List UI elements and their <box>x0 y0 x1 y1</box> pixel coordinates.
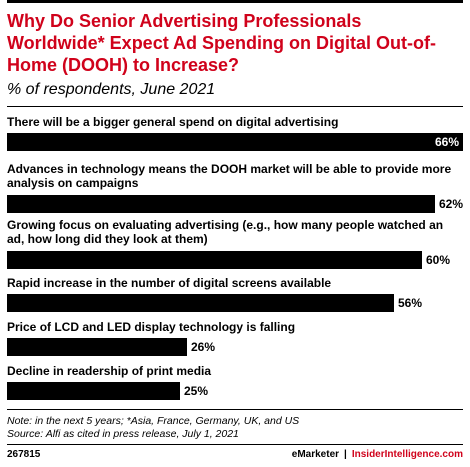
bar-label: Rapid increase in the number of digital … <box>7 276 332 290</box>
bar <box>7 133 463 151</box>
chart-title: Why Do Senior Advertising Professionals … <box>7 11 436 75</box>
bar-label: Growing focus on evaluating advertising … <box>7 218 444 246</box>
bar-label: Decline in readership of print media <box>7 364 212 378</box>
bar-label: There will be a bigger general spend on … <box>7 115 339 129</box>
bar <box>7 382 180 400</box>
bar <box>7 294 394 312</box>
chart-id: 267815 <box>7 449 41 460</box>
bar-label: Advances in technology means the DOOH ma… <box>7 162 452 190</box>
brand-insiderintelligence: InsiderIntelligence.com <box>351 449 463 460</box>
chart-source: Source: Alfi as cited in press release, … <box>7 428 239 440</box>
brand-footer: eMarketer | InsiderIntelligence.com <box>292 449 463 460</box>
bottom-rule <box>7 409 463 410</box>
bar-label: Price of LCD and LED display technology … <box>7 320 296 334</box>
title-rule <box>7 106 463 107</box>
brand-emarketer: eMarketer <box>291 449 340 460</box>
bar-value-label: 60% <box>426 253 451 267</box>
chart-note: Note: in the next 5 years; *Asia, France… <box>7 415 300 427</box>
bar-value-label: 66% <box>434 135 459 149</box>
bar-value-label: 56% <box>398 296 423 310</box>
bar-value-label: 62% <box>439 197 464 211</box>
bar <box>7 195 435 213</box>
bar-value-label: 26% <box>191 340 216 354</box>
bar <box>7 251 422 269</box>
footer-rule <box>7 444 463 445</box>
brand-separator: | <box>344 449 347 460</box>
top-rule <box>7 0 463 3</box>
bar-value-label: 25% <box>184 384 209 398</box>
chart-subtitle: % of respondents, June 2021 <box>7 81 216 98</box>
bar <box>7 338 187 356</box>
